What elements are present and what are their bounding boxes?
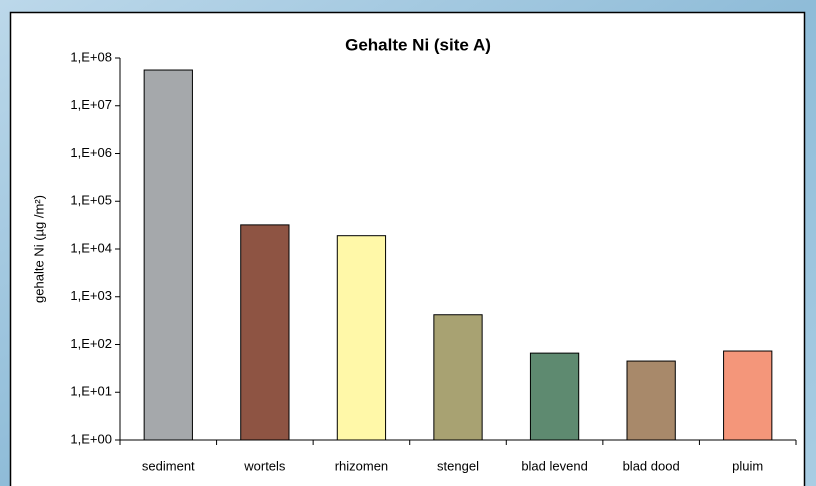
y-tick-label: 1,E+05 (70, 193, 112, 208)
x-tick-label: pluim (732, 458, 763, 473)
x-tick-label: stengel (437, 458, 479, 473)
bar (529, 352, 580, 441)
y-tick-label: 1,E+00 (70, 431, 112, 446)
y-tick-label: 1,E+04 (70, 240, 112, 255)
chart-title: Gehalte Ni (site A) (345, 35, 491, 54)
y-tick-label: 1,E+03 (70, 288, 112, 303)
y-tick-label: 1,E+07 (70, 97, 112, 112)
x-tick-label: rhizomen (335, 458, 388, 473)
bar (143, 69, 193, 441)
bar (433, 314, 483, 441)
x-tick-label: wortels (243, 458, 286, 473)
y-tick-label: 1,E+02 (70, 336, 112, 351)
y-tick-label: 1,E+06 (70, 145, 112, 160)
chart-area (9, 11, 806, 486)
x-tick-label: blad levend (521, 458, 588, 473)
x-tick-label: sediment (142, 458, 195, 473)
y-axis-label: gehalte Ni (µg /m²) (31, 195, 46, 303)
bar (723, 350, 773, 441)
bar (626, 360, 676, 441)
bar (240, 224, 290, 441)
y-tick-label: 1,E+08 (70, 49, 112, 64)
bar (336, 235, 387, 441)
y-tick-label: 1,E+01 (70, 384, 112, 399)
x-tick-label: blad dood (623, 458, 680, 473)
